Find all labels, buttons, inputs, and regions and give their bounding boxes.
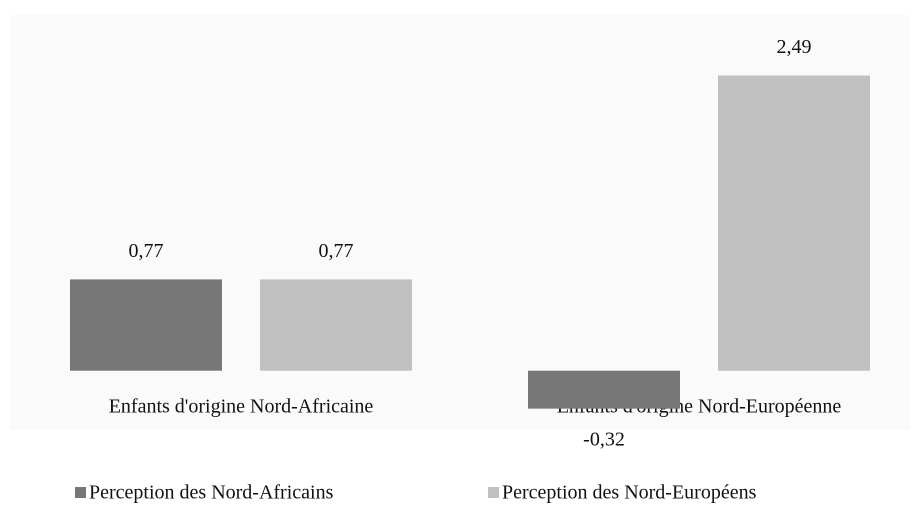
legend-label: Perception des Nord-Européens [502,482,757,504]
bar [260,279,412,371]
data-label: 2,49 [777,36,812,58]
legend-swatch [75,487,86,498]
bar [718,75,870,371]
x-tick-label: Enfants d'origine Nord-Africaine [109,396,374,418]
bar [528,370,680,409]
legend-swatch [488,487,499,498]
data-label: -0,32 [583,428,625,450]
bar [70,279,222,371]
data-label: 0,77 [319,240,354,262]
legend-label: Perception des Nord-Africains [89,482,334,504]
data-label: 0,77 [129,240,164,262]
